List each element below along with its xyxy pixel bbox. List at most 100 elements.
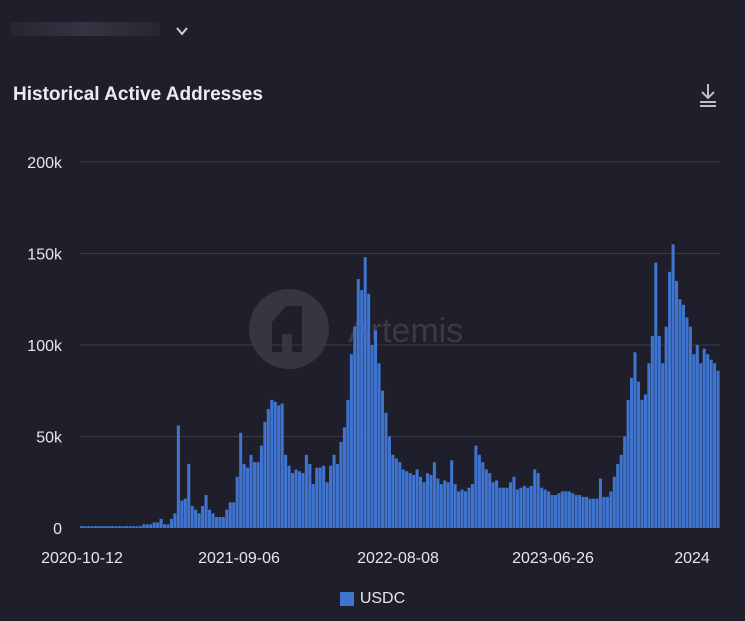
bar[interactable]	[560, 491, 564, 528]
bar[interactable]	[526, 487, 530, 528]
bar[interactable]	[311, 484, 315, 528]
bar[interactable]	[657, 335, 661, 528]
bar[interactable]	[675, 280, 679, 528]
bar[interactable]	[623, 436, 627, 529]
bar[interactable]	[169, 518, 173, 528]
bar[interactable]	[104, 526, 108, 528]
bar[interactable]	[235, 476, 239, 528]
bar[interactable]	[450, 460, 454, 528]
bar[interactable]	[325, 482, 329, 528]
bar[interactable]	[332, 454, 336, 528]
bar[interactable]	[678, 299, 682, 528]
bar[interactable]	[221, 517, 225, 528]
bar[interactable]	[488, 473, 492, 528]
bar[interactable]	[713, 363, 717, 528]
bar[interactable]	[80, 526, 84, 528]
bar[interactable]	[412, 474, 416, 528]
bar[interactable]	[201, 506, 205, 528]
bar[interactable]	[131, 526, 135, 528]
bar[interactable]	[654, 262, 658, 528]
bar[interactable]	[585, 496, 589, 528]
bar[interactable]	[571, 493, 575, 528]
bar[interactable]	[280, 403, 284, 528]
bar[interactable]	[498, 487, 502, 528]
bar[interactable]	[135, 526, 139, 528]
bar[interactable]	[467, 487, 471, 528]
bar[interactable]	[470, 484, 474, 528]
bar[interactable]	[159, 518, 163, 528]
bar[interactable]	[429, 474, 433, 528]
bar[interactable]	[239, 432, 243, 528]
bar[interactable]	[592, 498, 596, 528]
bar[interactable]	[464, 491, 468, 528]
bar[interactable]	[301, 473, 305, 528]
bar[interactable]	[709, 359, 713, 528]
bar[interactable]	[716, 370, 720, 528]
legend-item-usdc[interactable]: USDC	[339, 590, 405, 608]
bar[interactable]	[211, 513, 215, 528]
download-icon[interactable]	[697, 82, 719, 108]
bar[interactable]	[297, 471, 301, 528]
bar[interactable]	[595, 498, 599, 528]
bar[interactable]	[401, 469, 405, 528]
bar[interactable]	[398, 462, 402, 528]
bar[interactable]	[602, 496, 606, 528]
bar[interactable]	[578, 495, 582, 528]
bar[interactable]	[477, 454, 481, 528]
bar[interactable]	[166, 524, 170, 528]
bar[interactable]	[491, 482, 495, 528]
bar[interactable]	[505, 487, 509, 528]
bar[interactable]	[446, 482, 450, 528]
bar[interactable]	[318, 467, 322, 528]
bar[interactable]	[83, 526, 87, 528]
bar[interactable]	[640, 399, 644, 528]
bar[interactable]	[156, 522, 160, 528]
bar[interactable]	[315, 467, 319, 528]
bar[interactable]	[356, 279, 360, 528]
bar[interactable]	[228, 502, 232, 528]
bar[interactable]	[204, 495, 208, 528]
bar[interactable]	[540, 487, 544, 528]
bar[interactable]	[187, 463, 191, 528]
bar[interactable]	[422, 482, 426, 528]
bar[interactable]	[124, 526, 129, 528]
bar[interactable]	[190, 506, 194, 528]
bar[interactable]	[612, 476, 616, 528]
bar[interactable]	[246, 467, 250, 528]
bar[interactable]	[443, 480, 447, 528]
bar[interactable]	[688, 326, 692, 528]
bar[interactable]	[360, 290, 364, 528]
bar[interactable]	[273, 401, 277, 528]
bar[interactable]	[626, 399, 630, 528]
bar[interactable]	[277, 405, 281, 528]
bar[interactable]	[149, 524, 153, 528]
bar[interactable]	[460, 489, 464, 528]
bar[interactable]	[163, 524, 167, 528]
bar[interactable]	[692, 354, 696, 528]
bar[interactable]	[512, 476, 516, 528]
bar[interactable]	[636, 381, 641, 528]
bar[interactable]	[218, 517, 222, 528]
bar[interactable]	[661, 363, 665, 528]
bar[interactable]	[308, 463, 312, 528]
bar[interactable]	[100, 526, 104, 528]
bar[interactable]	[619, 454, 623, 528]
bar[interactable]	[284, 454, 288, 528]
bar[interactable]	[342, 427, 346, 528]
bar[interactable]	[225, 509, 229, 528]
bar[interactable]	[304, 454, 308, 528]
bar[interactable]	[609, 491, 613, 528]
bar[interactable]	[256, 462, 260, 528]
bar[interactable]	[329, 465, 333, 528]
bar[interactable]	[374, 330, 378, 528]
bar[interactable]	[616, 463, 620, 528]
bar[interactable]	[363, 257, 367, 528]
bar[interactable]	[553, 495, 557, 528]
bar[interactable]	[557, 493, 561, 528]
bar[interactable]	[377, 363, 381, 528]
bar[interactable]	[173, 513, 177, 528]
bar[interactable]	[214, 517, 218, 528]
bar[interactable]	[664, 326, 668, 528]
bar[interactable]	[502, 487, 506, 528]
bar[interactable]	[394, 458, 398, 528]
